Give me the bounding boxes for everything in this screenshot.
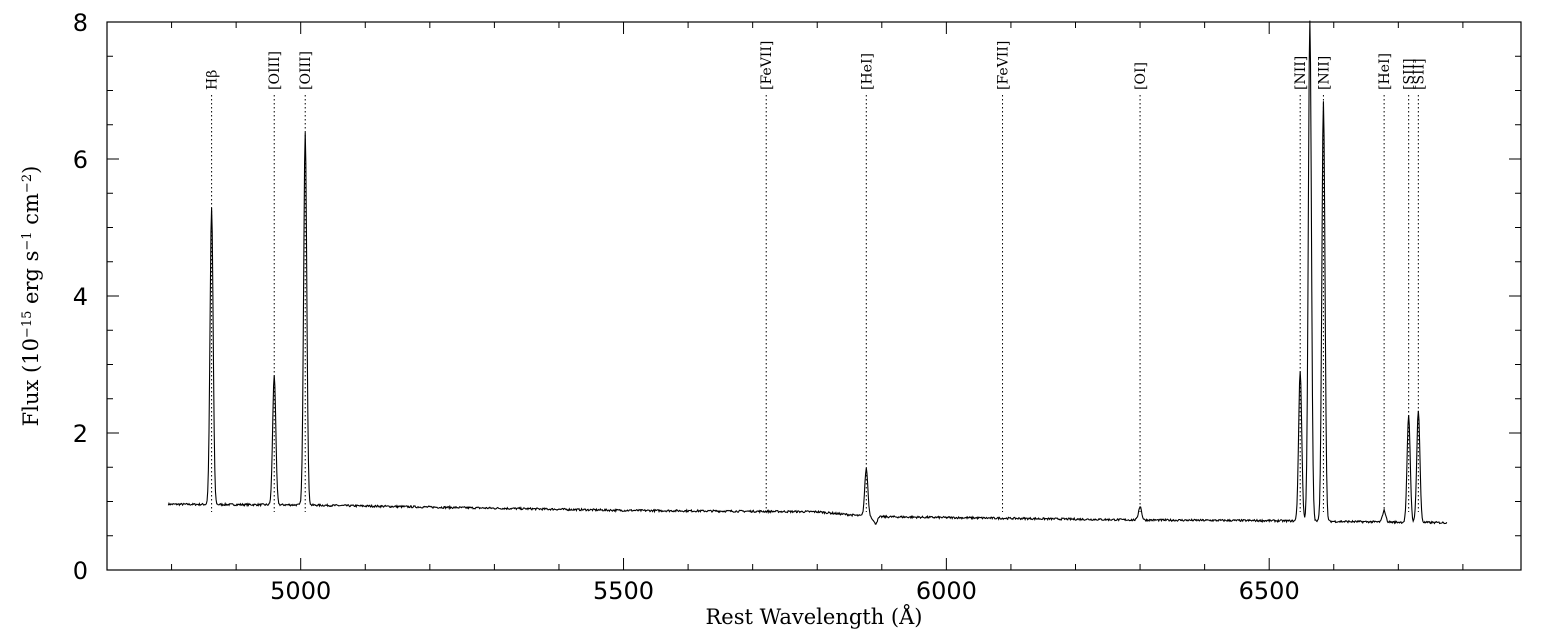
line-label: [OIII]	[267, 51, 283, 90]
line-label: [OI]	[1133, 62, 1149, 90]
line-label: [OIII]	[298, 51, 314, 90]
x-tick-label: 5500	[593, 577, 654, 605]
axis-tick-labels: 5000 5500 6000 6500 0 2 4 6 8	[73, 9, 1300, 605]
y-tick-label: 8	[73, 9, 88, 37]
line-label: [HeI]	[859, 53, 875, 90]
y-tick-label: 0	[73, 557, 88, 585]
x-tick-label: 6500	[1239, 577, 1300, 605]
line-label: [FeVII]	[759, 41, 775, 90]
y-tick-label: 4	[73, 283, 88, 311]
line-label: [NII]	[1293, 56, 1309, 90]
line-label: [FeVII]	[996, 41, 1012, 90]
x-axis-label: Rest Wavelength (Å)	[705, 604, 922, 629]
spectrum-line	[167, 20, 1448, 525]
x-tick-label: 5000	[270, 577, 331, 605]
line-label: Hβ	[205, 70, 221, 90]
line-label: [HeI]	[1377, 53, 1393, 90]
line-label: [SII]	[1411, 58, 1427, 90]
axis-ticks	[106, 21, 1521, 571]
line-label: [SII]	[1402, 58, 1418, 90]
line-annotations: Hβ [OIII] [OIII] [FeVII] [HeI] [FeVII] [OI] [NI…	[205, 41, 1427, 512]
y-tick-label: 2	[73, 420, 88, 448]
y-tick-label: 6	[73, 146, 88, 174]
line-label: [NII]	[1316, 56, 1332, 90]
y-axis-label: Flux (10−15 erg s−1 cm−2)	[19, 166, 43, 427]
x-tick-label: 6000	[916, 577, 977, 605]
